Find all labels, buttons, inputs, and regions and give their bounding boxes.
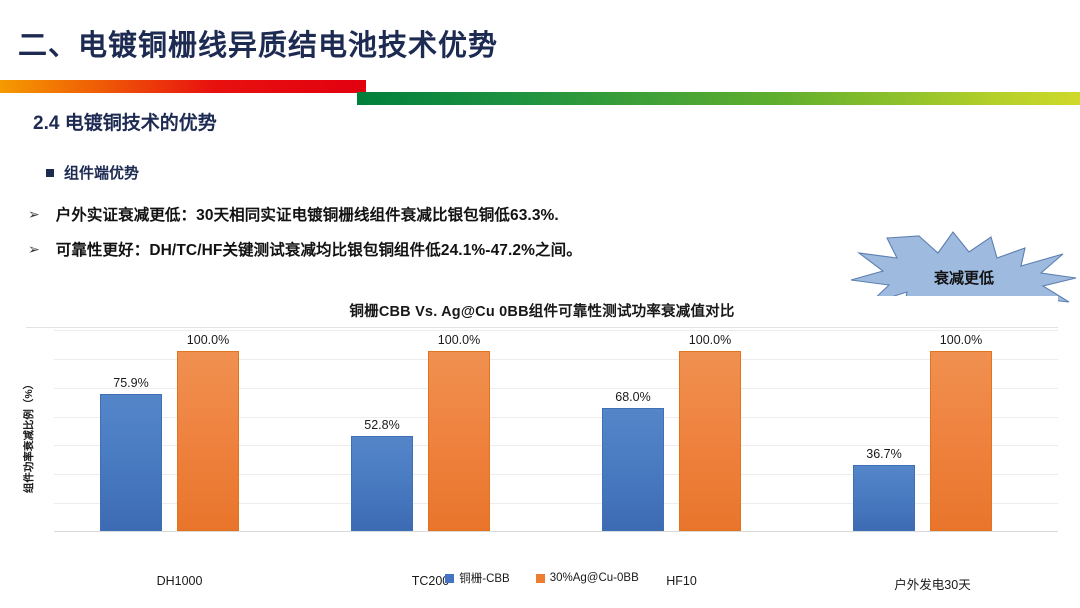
bar-chart: 铜栅CBB Vs. Ag@Cu 0BB组件可靠性测试功率衰减值对比 组件功率衰减… bbox=[23, 296, 1058, 601]
bar-value-label: 68.0% bbox=[615, 390, 651, 405]
bar-value-label: 100.0% bbox=[437, 332, 481, 347]
bar-value-label: 100.0% bbox=[186, 332, 230, 347]
bullet-item: ➢ 户外实证衰减更低：30天相同实证电镀铜栅线组件衰减比银包铜低63.3%. bbox=[28, 203, 928, 225]
bar-group: 52.8% 100.0% TC200 bbox=[305, 330, 556, 588]
chart-legend: 铜栅-CBB 30%Ag@Cu-0BB bbox=[26, 570, 1058, 586]
bullet-list: ➢ 户外实证衰减更低：30天相同实证电镀铜栅线组件衰减比银包铜低63.3%. ➢… bbox=[28, 203, 928, 273]
accent-bar-left-warm bbox=[0, 80, 366, 93]
bullet-item: ➢ 可靠性更好：DH/TC/HF关键测试衰减均比银包铜组件低24.1%-47.2… bbox=[28, 238, 928, 260]
bar-agcu[interactable] bbox=[428, 350, 490, 531]
accent-bar-right-green bbox=[357, 92, 1080, 105]
bar-value-label: 75.9% bbox=[113, 376, 149, 391]
bullet-text: 可靠性更好：DH/TC/HF关键测试衰减均比银包铜组件低24.1%-47.2%之… bbox=[55, 242, 582, 259]
legend-label: 30%Ag@Cu-0BB bbox=[549, 572, 639, 584]
bar-cbb[interactable] bbox=[100, 394, 162, 531]
gridline bbox=[54, 330, 1058, 331]
section-heading: 2.4 电镀铜技术的优势 bbox=[33, 113, 217, 134]
legend-swatch-orange bbox=[535, 573, 545, 583]
axis-baseline bbox=[54, 531, 1058, 532]
bar-cbb[interactable] bbox=[602, 408, 664, 531]
sub-heading: 组件端优势 bbox=[46, 162, 139, 183]
bullet-text: 户外实证衰减更低：30天相同实证电镀铜栅线组件衰减比银包铜低63.3%. bbox=[55, 207, 559, 224]
y-axis-title: 组件功率衰减比例（%） bbox=[23, 378, 35, 494]
accent-divider-bar bbox=[0, 80, 1080, 106]
legend-swatch-blue bbox=[445, 573, 455, 583]
bar-value-label: 100.0% bbox=[939, 332, 983, 347]
legend-item-series-1[interactable]: 30%Ag@Cu-0BB bbox=[535, 572, 639, 584]
arrow-bullet-icon: ➢ bbox=[28, 206, 40, 222]
category-label: TC200 bbox=[411, 574, 450, 588]
legend-label: 铜栅-CBB bbox=[459, 573, 510, 585]
bar-cbb[interactable] bbox=[351, 435, 413, 531]
gridline bbox=[54, 445, 1058, 447]
bar-value-label: 100.0% bbox=[688, 332, 732, 347]
chart-title: 铜栅CBB Vs. Ag@Cu 0BB组件可靠性测试功率衰减值对比 bbox=[349, 304, 735, 320]
legend-item-series-0[interactable]: 铜栅-CBB bbox=[445, 570, 510, 586]
gridline bbox=[54, 387, 1058, 389]
bar-group: 68.0% 100.0% HF10 bbox=[556, 330, 807, 588]
gridline bbox=[54, 474, 1058, 476]
square-bullet-icon bbox=[46, 168, 54, 177]
bar-agcu[interactable] bbox=[930, 350, 992, 531]
category-label: HF10 bbox=[666, 574, 697, 588]
category-label: 户外发电30天 bbox=[894, 578, 971, 592]
gridline bbox=[54, 358, 1058, 360]
bar-value-label: 36.7% bbox=[866, 446, 902, 461]
bar-agcu[interactable] bbox=[177, 350, 239, 531]
page-title: 二、电镀铜栅线异质结电池技术优势 bbox=[18, 30, 499, 62]
plot-area: 75.9% 100.0% DH1000 52.8% 100.0% TC200 68.0% 10… bbox=[54, 330, 1058, 592]
bar-agcu[interactable] bbox=[679, 350, 741, 531]
category-label: DH1000 bbox=[156, 574, 203, 588]
bar-group: 75.9% 100.0% DH1000 bbox=[54, 330, 305, 588]
gridline bbox=[54, 503, 1058, 505]
bar-cbb[interactable] bbox=[853, 464, 915, 531]
gridline bbox=[54, 416, 1058, 418]
chart-top-rule bbox=[26, 327, 1058, 328]
bar-group: 36.7% 100.0% 户外发电30天 bbox=[807, 330, 1058, 592]
sub-heading-label: 组件端优势 bbox=[64, 165, 140, 182]
bar-value-label: 52.8% bbox=[364, 417, 400, 432]
arrow-bullet-icon: ➢ bbox=[28, 241, 40, 257]
